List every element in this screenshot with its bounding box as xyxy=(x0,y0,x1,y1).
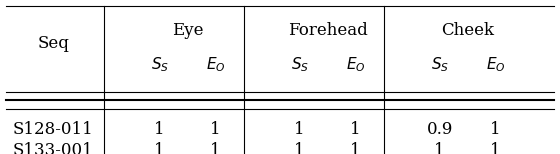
Text: $S_S$: $S_S$ xyxy=(151,55,169,74)
Text: 1: 1 xyxy=(435,142,445,154)
Text: 1: 1 xyxy=(491,121,501,138)
Text: 1: 1 xyxy=(211,142,221,154)
Text: 1: 1 xyxy=(295,142,305,154)
Text: $S_S$: $S_S$ xyxy=(291,55,309,74)
Text: $S_S$: $S_S$ xyxy=(431,55,449,74)
Text: S133-001: S133-001 xyxy=(13,142,94,154)
Text: 0.9: 0.9 xyxy=(426,121,453,138)
Text: $E_O$: $E_O$ xyxy=(206,55,225,74)
Text: Seq: Seq xyxy=(38,35,69,52)
Text: $E_O$: $E_O$ xyxy=(346,55,365,74)
Text: 1: 1 xyxy=(491,142,501,154)
Text: 1: 1 xyxy=(351,121,361,138)
Text: Cheek: Cheek xyxy=(441,22,494,39)
Text: 1: 1 xyxy=(351,142,361,154)
Text: 1: 1 xyxy=(155,142,165,154)
Text: Eye: Eye xyxy=(172,22,203,39)
Text: 1: 1 xyxy=(295,121,305,138)
Text: S128-011: S128-011 xyxy=(13,121,94,138)
Text: 1: 1 xyxy=(155,121,165,138)
Text: $E_O$: $E_O$ xyxy=(486,55,505,74)
Text: Forehead: Forehead xyxy=(288,22,367,39)
Text: 1: 1 xyxy=(211,121,221,138)
